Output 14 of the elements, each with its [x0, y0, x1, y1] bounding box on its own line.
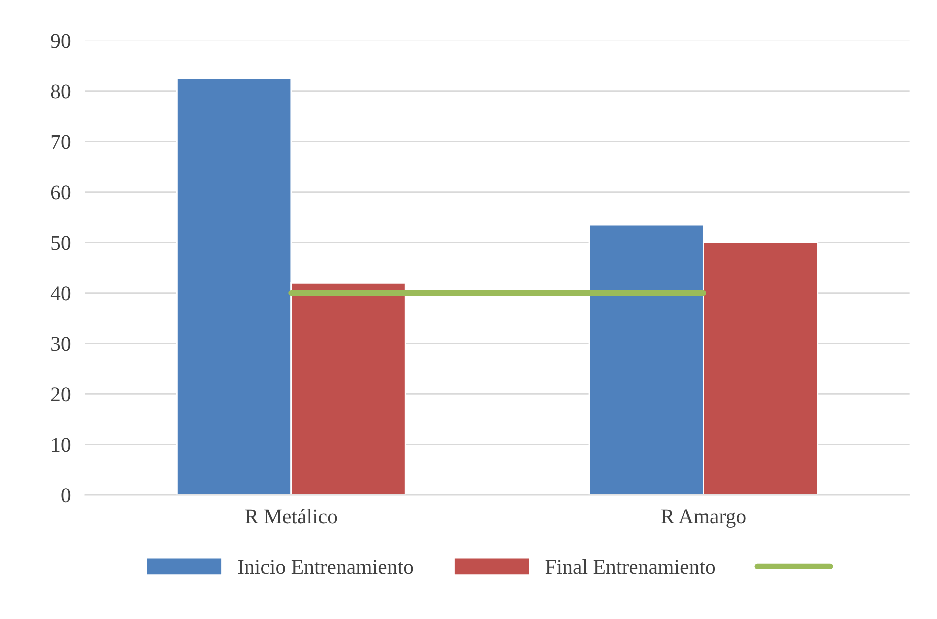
y-tick-label: 30	[52, 337, 71, 352]
y-tick-label: 70	[52, 135, 71, 150]
y-tick-label: 50	[52, 236, 71, 250]
y-tick-label: 80	[51, 84, 71, 99]
x-tick-label: R Amargo	[661, 510, 746, 528]
y-tick-label: 0	[62, 488, 71, 503]
x-tick-label: R Metálico	[245, 509, 338, 524]
y-tick-label: 10	[52, 438, 71, 452]
y-tick-label: 20	[51, 388, 71, 402]
legend-label: Inicio Entrenamiento	[238, 560, 414, 574]
y-tick-label: 40	[50, 286, 71, 301]
y-tick-label: 60	[51, 186, 71, 200]
y-tick-label: 90	[51, 34, 71, 48]
legend-label: Final Entrenamiento	[546, 560, 716, 574]
